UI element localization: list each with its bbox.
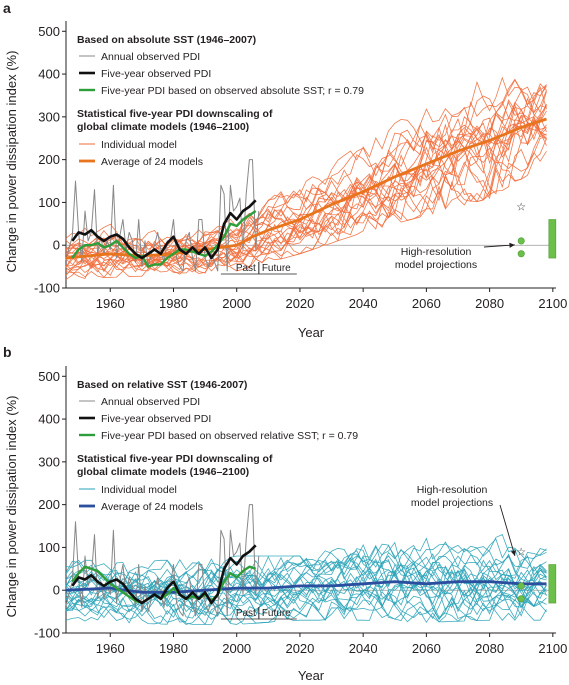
- y-tick-label: 300: [38, 109, 60, 124]
- individual-model-line: [65, 110, 547, 274]
- legend-heading-downscaling-1: Statistical five-year PDI downscaling of: [77, 108, 273, 120]
- hires-annotation-line2: model projections: [411, 497, 493, 509]
- panel-b: b -100 0 100 200 300 400 500 1960 1980 2000 2020 204…: [3, 344, 567, 683]
- panel-letter: a: [3, 0, 11, 16]
- y-tick-label: 200: [38, 497, 60, 512]
- hires-circle-marker: [517, 582, 525, 590]
- five-year-observed-pdi-line: [71, 199, 257, 260]
- legend-label-average: Average of 24 models: [101, 501, 203, 513]
- five-year-sst-pdi-line: [71, 210, 257, 268]
- individual-model-line: [65, 554, 547, 593]
- x-tick-label: 1960: [96, 296, 125, 311]
- individual-model-line: [65, 562, 547, 611]
- average-24-models-line: [65, 580, 547, 594]
- y-tick-label: 500: [38, 24, 60, 39]
- y-tick-label: 200: [38, 152, 60, 167]
- hires-annotation-arrow: [499, 504, 516, 557]
- legend-label-fiveyear: Five-year observed PDI: [101, 413, 211, 425]
- individual-model-lines: [65, 533, 547, 626]
- x-axis-title: Year: [298, 325, 325, 340]
- individual-model-line: [65, 114, 547, 258]
- y-tick-label: 400: [38, 412, 60, 427]
- x-tick-label: 2020: [285, 641, 314, 656]
- x-tick-label: 1980: [159, 296, 188, 311]
- five-year-sst-pdi-line: [71, 565, 257, 605]
- legend-label-sst: Five-year PDI based on observed relative…: [101, 430, 358, 442]
- individual-model-line: [65, 544, 547, 596]
- legend-label-sst: Five-year PDI based on observed absolute…: [101, 85, 364, 97]
- annual-observed-pdi-line: [65, 504, 260, 617]
- x-tick-label: 2000: [222, 296, 251, 311]
- individual-model-line: [65, 533, 547, 588]
- legend-label-annual: Annual observed PDI: [101, 396, 200, 408]
- legend-heading-downscaling-2: global climate models (1946–2100): [77, 121, 249, 133]
- x-tick-label: 2080: [475, 296, 504, 311]
- x-axis-title: Year: [298, 668, 325, 683]
- future-label: Future: [262, 263, 291, 274]
- legend-heading-observed: Based on relative SST (1946-2007): [77, 379, 247, 391]
- individual-model-line: [65, 569, 547, 625]
- panel-letter: b: [3, 344, 12, 360]
- y-tick-label: 100: [38, 195, 60, 210]
- x-tick-label: 1960: [96, 641, 125, 656]
- hires-annotation-arrowhead: [510, 550, 516, 556]
- y-tick-label: 500: [38, 369, 60, 384]
- legend-heading-downscaling-2: global climate models (1946–2100): [77, 466, 249, 478]
- average-24-models-line: [65, 117, 547, 260]
- y-tick-label: 0: [53, 238, 60, 253]
- hires-annotation-line2: model projections: [395, 259, 477, 271]
- hires-range-bar: [548, 564, 557, 604]
- y-tick-label: 400: [38, 67, 60, 82]
- x-tick-label: 2100: [538, 296, 567, 311]
- five-year-observed-pdi-line: [71, 544, 257, 605]
- individual-model-line: [65, 79, 547, 261]
- legend-label-model: Individual model: [101, 139, 177, 151]
- hires-range-bar: [548, 219, 557, 259]
- past-label: Past: [236, 263, 256, 274]
- hires-annotation-arrowhead: [509, 242, 515, 248]
- x-tick-label: 2040: [349, 296, 378, 311]
- future-label: Future: [262, 608, 291, 619]
- x-tick-label: 1980: [159, 641, 188, 656]
- hires-annotation-line1: High-resolution: [417, 484, 488, 496]
- legend-label-average: Average of 24 models: [101, 156, 203, 168]
- hires-star-marker: ☆: [516, 547, 526, 559]
- individual-model-line: [65, 584, 547, 625]
- hires-circle-marker: [517, 237, 525, 245]
- hires-circle-marker: [517, 595, 525, 603]
- x-tick-label: 2020: [285, 296, 314, 311]
- y-tick-label: -100: [34, 626, 60, 641]
- x-tick-label: 2060: [412, 641, 441, 656]
- panel-a: a -100 0 100 200 300 400 500 1960 1980 2000 2020 204…: [3, 0, 567, 340]
- y-axis-title: Change in power dissipation index (%): [4, 51, 19, 273]
- legend-heading-observed: Based on absolute SST (1946–2007): [77, 34, 256, 46]
- x-tick-label: 2040: [349, 641, 378, 656]
- hires-annotation-line1: High-resolution: [401, 246, 472, 258]
- hires-star-marker: ☆: [516, 202, 526, 214]
- past-label: Past: [236, 608, 256, 619]
- x-tick-label: 2000: [222, 641, 251, 656]
- y-tick-label: 0: [53, 583, 60, 598]
- individual-model-line: [65, 138, 547, 279]
- y-tick-label: 300: [38, 454, 60, 469]
- individual-model-lines: [65, 76, 547, 280]
- y-tick-label: -100: [34, 281, 60, 296]
- x-tick-label: 2060: [412, 296, 441, 311]
- individual-model-line: [65, 78, 547, 250]
- legend-label-annual: Annual observed PDI: [101, 51, 200, 63]
- y-tick-label: 100: [38, 540, 60, 555]
- y-axis-title: Change in power dissipation index (%): [4, 396, 19, 618]
- legend-label-model: Individual model: [101, 484, 177, 496]
- individual-model-line: [65, 590, 547, 626]
- x-tick-label: 2080: [475, 641, 504, 656]
- x-tick-label: 2100: [538, 641, 567, 656]
- hires-circle-marker: [517, 250, 525, 258]
- legend-heading-downscaling-1: Statistical five-year PDI downscaling of: [77, 453, 273, 465]
- legend-label-fiveyear: Five-year observed PDI: [101, 68, 211, 80]
